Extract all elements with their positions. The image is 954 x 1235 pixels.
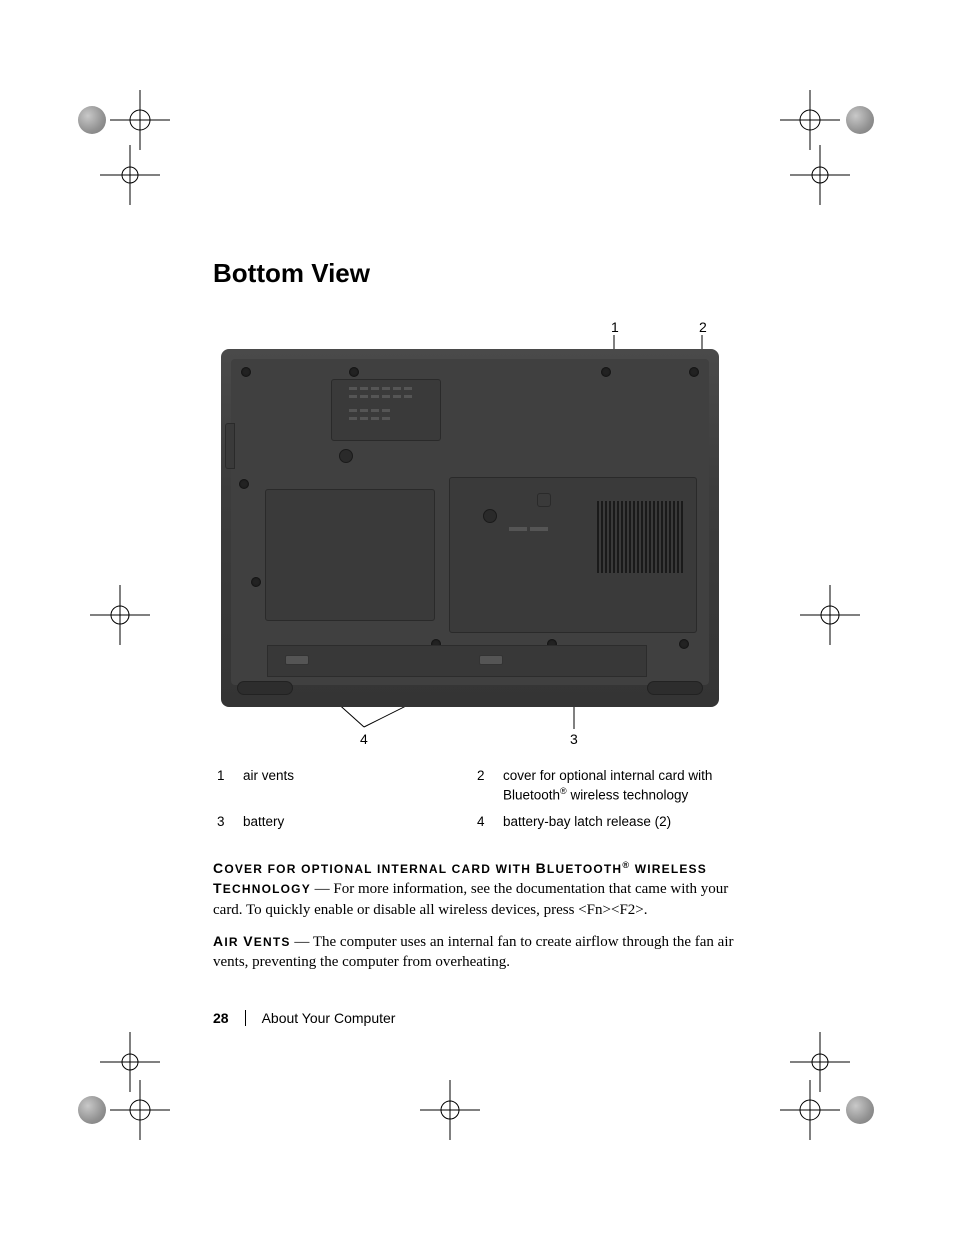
- legend-num: 1: [213, 767, 243, 805]
- paragraph-airvents: AIR VENTS — The computer uses an interna…: [213, 932, 743, 973]
- crop-mark-icon: [110, 90, 170, 150]
- sphere-icon: [846, 106, 874, 134]
- legend-text: cover for optional internal card with Bl…: [503, 767, 733, 805]
- footer-divider-icon: [245, 1010, 246, 1026]
- legend-row: 3 battery 4 battery-bay latch release (2…: [213, 813, 733, 831]
- page-footer: 28 About Your Computer: [213, 1010, 395, 1026]
- legend-text-part: wireless technology: [567, 788, 689, 803]
- section-name: About Your Computer: [262, 1010, 396, 1026]
- dash: —: [291, 934, 313, 950]
- crop-mark-icon: [800, 585, 860, 645]
- legend-table: 1 air vents 2 cover for optional interna…: [213, 767, 733, 831]
- section-heading: Bottom View: [213, 258, 743, 289]
- dash: —: [311, 881, 334, 897]
- registered-symbol: ®: [560, 786, 567, 796]
- crop-mark-icon: [90, 585, 150, 645]
- sphere-icon: [78, 1096, 106, 1124]
- figure: 1 2 3 4: [213, 319, 733, 749]
- crop-mark-icon: [420, 1080, 480, 1140]
- crop-mark-icon: [780, 1080, 840, 1140]
- crop-mark-icon: [790, 145, 850, 205]
- legend-row: 1 air vents 2 cover for optional interna…: [213, 767, 733, 805]
- laptop-bottom-illustration: [221, 349, 719, 707]
- page-number: 28: [213, 1010, 229, 1026]
- legend-num: 3: [213, 813, 243, 831]
- legend-num: 4: [473, 813, 503, 831]
- page-content: Bottom View 1 2 3 4: [213, 258, 743, 984]
- crop-mark-icon: [100, 145, 160, 205]
- legend-text: battery: [243, 813, 473, 831]
- legend-text: air vents: [243, 767, 473, 805]
- sphere-icon: [78, 106, 106, 134]
- crop-mark-icon: [110, 1080, 170, 1140]
- crop-mark-icon: [780, 90, 840, 150]
- legend-text: battery-bay latch release (2): [503, 813, 733, 831]
- paragraph-bluetooth: COVER FOR OPTIONAL INTERNAL CARD WITH BL…: [213, 859, 743, 920]
- legend-num: 2: [473, 767, 503, 805]
- run-in-head: AIR VENTS: [213, 935, 291, 949]
- sphere-icon: [846, 1096, 874, 1124]
